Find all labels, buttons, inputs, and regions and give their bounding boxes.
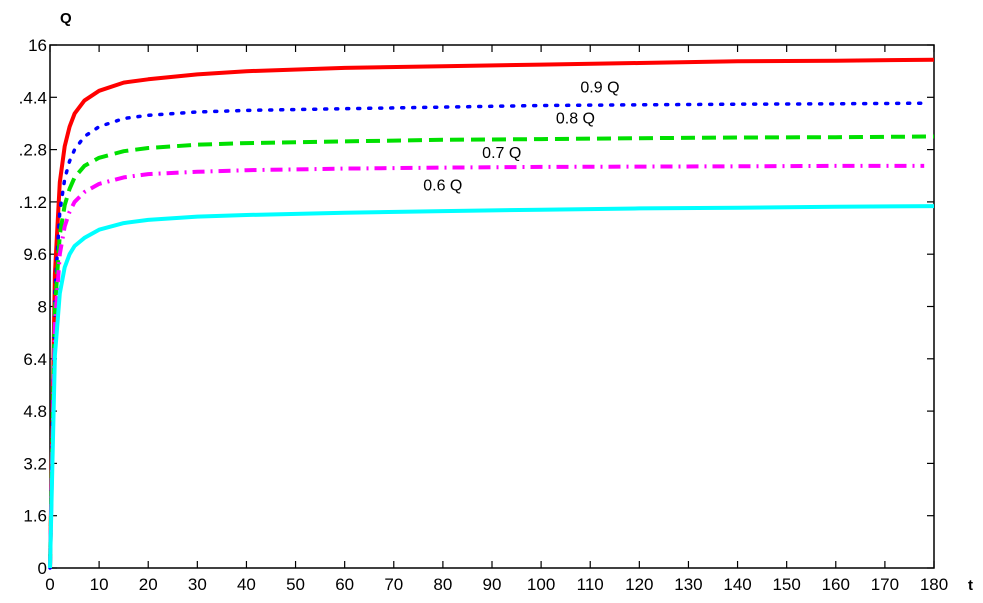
- x-tick-label: 110: [577, 575, 604, 594]
- x-tick-label: 120: [625, 575, 653, 594]
- x-tick-label: 100: [527, 575, 555, 594]
- y-tick-label: 8: [38, 298, 47, 317]
- x-tick-label: 90: [483, 575, 502, 594]
- axis-ticks: [49, 44, 935, 569]
- x-tick-label: 180: [920, 575, 948, 594]
- y-tick-label: 16: [28, 36, 47, 55]
- series-line-3: [48, 134, 935, 569]
- y-axis-title: Q: [60, 10, 72, 27]
- x-tick-label: 70: [384, 575, 403, 594]
- y-tick-label: 0: [38, 559, 47, 578]
- x-tick-label: 150: [772, 575, 800, 594]
- x-tick-label: 50: [286, 575, 305, 594]
- x-tick-label: 0: [45, 575, 54, 594]
- x-tick-label: 20: [139, 575, 158, 594]
- x-tick-label: 130: [674, 575, 702, 594]
- series-line-5: [48, 204, 935, 569]
- y-tick-label: 9.6: [23, 245, 47, 264]
- x-tick-label: 10: [90, 575, 109, 594]
- series-line-1: [48, 57, 935, 569]
- y-tick-label: .2.8: [19, 141, 47, 160]
- series-annotation: 0.7 Q: [482, 145, 521, 162]
- x-tick-label: 160: [822, 575, 850, 594]
- y-tick-labels: 0 1.6 3.2 4.8 6.4 8 9.6 .1.2 .2.8 .4.4 16: [19, 36, 47, 578]
- x-tick-label: 140: [723, 575, 751, 594]
- x-axis-title: t: [968, 577, 973, 594]
- x-tick-label: 30: [188, 575, 207, 594]
- x-tick-label: 80: [433, 575, 452, 594]
- y-tick-label: 3.2: [23, 454, 47, 473]
- annotations: 0.9 Q 0.8 Q 0.7 Q 0.6 Q: [423, 79, 619, 194]
- y-tick-label: 1.6: [23, 507, 47, 526]
- x-tick-labels: 0 10 20 30 40 50 60 70 80 90 100 110 120 130 140 150 160…: [45, 575, 948, 594]
- series-annotation: 0.8 Q: [556, 110, 595, 127]
- y-tick-label: 6.4: [23, 350, 47, 369]
- x-tick-label: 170: [871, 575, 899, 594]
- series-line-2: [48, 101, 926, 570]
- series-layer: [48, 57, 935, 570]
- x-tick-label: 40: [237, 575, 256, 594]
- plot-area-frame: [49, 44, 935, 569]
- y-tick-label: .1.2: [19, 193, 47, 212]
- series-annotation: 0.6 Q: [423, 177, 462, 194]
- series-annotation: 0.9 Q: [580, 79, 619, 96]
- y-tick-label: 4.8: [23, 402, 47, 421]
- x-tick-label: 60: [335, 575, 354, 594]
- series-line-4: [48, 163, 925, 569]
- y-tick-label: .4.4: [19, 88, 47, 107]
